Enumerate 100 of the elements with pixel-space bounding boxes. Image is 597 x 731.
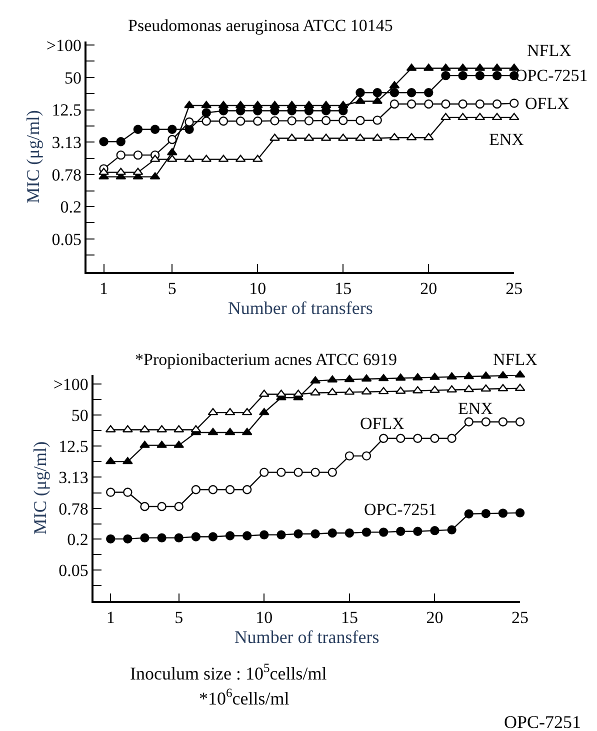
point xyxy=(140,533,150,542)
y-tick-label: 0.78 xyxy=(52,166,82,185)
point xyxy=(480,371,492,379)
point xyxy=(378,386,389,394)
point xyxy=(458,70,468,80)
y-tick-label: 0.2 xyxy=(67,530,88,549)
chart-title: Pseudomonas aeruginosa ATCC 10145 xyxy=(128,16,393,35)
point xyxy=(208,485,218,494)
series-label: ENX xyxy=(458,399,493,418)
point xyxy=(396,434,406,443)
point xyxy=(225,485,235,494)
point xyxy=(208,408,218,416)
x-tick-label: 5 xyxy=(168,278,176,298)
point xyxy=(498,508,508,518)
point xyxy=(475,70,485,80)
series-label: ENX xyxy=(489,130,524,149)
point xyxy=(440,112,451,120)
y-tick-label: 0.2 xyxy=(60,197,82,216)
point xyxy=(242,428,252,436)
point xyxy=(304,116,314,126)
x-tick-label: 10 xyxy=(249,278,266,298)
point xyxy=(276,390,286,397)
point xyxy=(253,116,262,126)
point xyxy=(492,70,502,80)
point xyxy=(242,408,252,416)
point xyxy=(293,390,304,397)
point xyxy=(378,528,388,537)
point xyxy=(464,372,474,380)
point xyxy=(515,417,525,426)
point xyxy=(355,134,366,141)
y-tick-label: 0.05 xyxy=(58,560,88,580)
y-tick-label: 0.05 xyxy=(52,230,82,249)
point xyxy=(157,533,166,542)
point xyxy=(260,530,269,540)
point xyxy=(208,532,218,542)
series-label: OFLX xyxy=(525,94,570,113)
point xyxy=(236,116,246,126)
point xyxy=(464,384,474,392)
point xyxy=(378,434,388,443)
x-tick-label: 15 xyxy=(340,608,358,628)
point xyxy=(406,88,416,98)
y-tick-label: 12.5 xyxy=(58,437,88,456)
point xyxy=(116,137,126,146)
point xyxy=(191,532,201,542)
y-tick-label: >100 xyxy=(53,374,88,394)
x-tick-label: 25 xyxy=(512,608,529,628)
point xyxy=(492,99,502,109)
x-tick-label: 10 xyxy=(256,608,273,628)
y-axis-title: MIC (μg/ml) xyxy=(30,441,50,535)
point xyxy=(224,428,236,436)
point xyxy=(106,534,116,544)
point xyxy=(441,70,450,80)
point xyxy=(480,384,492,392)
series-label: OPC-7251 xyxy=(364,500,437,519)
point xyxy=(510,98,519,108)
point xyxy=(390,88,400,98)
point xyxy=(355,96,366,104)
point xyxy=(447,434,456,443)
point xyxy=(492,112,502,120)
point xyxy=(362,451,372,461)
point xyxy=(344,528,354,538)
point xyxy=(294,529,303,539)
point xyxy=(270,134,280,141)
point xyxy=(458,99,468,109)
point xyxy=(413,434,422,443)
y-axis-title: MIC (μg/ml) xyxy=(23,110,44,204)
point xyxy=(328,528,337,538)
point xyxy=(184,100,194,108)
y-tick-label: 3.13 xyxy=(58,468,88,488)
point xyxy=(424,99,434,109)
point xyxy=(133,124,143,134)
point xyxy=(430,372,440,380)
point xyxy=(310,376,321,384)
point xyxy=(287,116,296,126)
point xyxy=(122,456,133,464)
point xyxy=(413,526,422,536)
point xyxy=(474,112,486,120)
point xyxy=(338,116,348,126)
point xyxy=(224,408,236,416)
point xyxy=(344,374,355,382)
series-label: OFLX xyxy=(360,414,404,433)
point xyxy=(157,502,166,512)
point xyxy=(174,502,184,512)
point xyxy=(140,440,150,448)
point xyxy=(310,468,320,477)
point xyxy=(362,528,372,537)
point xyxy=(133,150,143,160)
point xyxy=(430,526,440,536)
point xyxy=(218,116,228,126)
point xyxy=(356,116,365,126)
point xyxy=(328,468,337,477)
point xyxy=(508,112,520,120)
series-label: NFLX xyxy=(493,350,538,369)
point xyxy=(344,451,354,461)
point xyxy=(424,88,434,98)
point xyxy=(372,116,382,125)
point xyxy=(440,64,451,71)
point xyxy=(464,417,474,426)
point xyxy=(276,530,286,540)
point xyxy=(123,488,132,497)
